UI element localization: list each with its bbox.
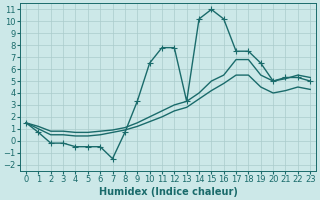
X-axis label: Humidex (Indice chaleur): Humidex (Indice chaleur) (99, 187, 237, 197)
